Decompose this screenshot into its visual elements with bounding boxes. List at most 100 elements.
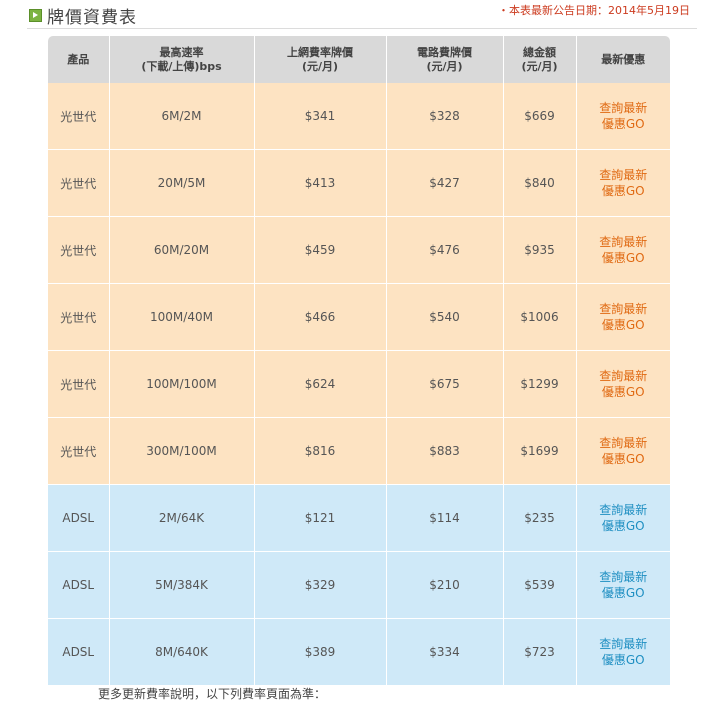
promo-line2[interactable]: 優惠GO bbox=[601, 184, 645, 198]
cell-promo: 查詢最新 優惠GO bbox=[576, 283, 670, 351]
cell-product: 光世代 bbox=[48, 83, 110, 150]
cell-total: $1299 bbox=[503, 350, 577, 418]
cell-total: $935 bbox=[503, 216, 577, 284]
promo-link[interactable]: 查詢最新 優惠GO bbox=[599, 167, 647, 199]
promo-line2[interactable]: 優惠GO bbox=[601, 385, 645, 399]
col-header-line1: 上網費率牌價 bbox=[287, 45, 353, 59]
cell-speed: 20M/5M bbox=[109, 149, 255, 217]
cell-speed: 60M/20M bbox=[109, 216, 255, 284]
cell-total: $669 bbox=[503, 83, 577, 150]
cell-total: $1699 bbox=[503, 417, 577, 485]
col-header-line1: 最新優惠 bbox=[601, 52, 646, 66]
table-row: ADSL 8M/640K $389 $334 $723 查詢最新 優惠GO bbox=[48, 618, 670, 686]
cell-promo: 查詢最新 優惠GO bbox=[576, 149, 670, 217]
col-header-line2: (元/月) bbox=[426, 59, 463, 73]
cell-speed: 300M/100M bbox=[109, 417, 255, 485]
col-header-circuit-price: 電路費牌價 (元/月) bbox=[386, 36, 504, 83]
table-row: 光世代 6M/2M $341 $328 $669 查詢最新 優惠GO bbox=[48, 83, 670, 150]
cell-speed: 6M/2M bbox=[109, 83, 255, 150]
col-header-line2: (元/月) bbox=[521, 59, 558, 73]
promo-link[interactable]: 查詢最新 優惠GO bbox=[599, 502, 647, 534]
title-divider bbox=[27, 28, 697, 29]
promo-link[interactable]: 查詢最新 優惠GO bbox=[599, 100, 647, 132]
section-title: 牌價資費表 bbox=[47, 7, 137, 28]
col-header-internet-price: 上網費率牌價 (元/月) bbox=[254, 36, 387, 83]
table-row: 光世代 20M/5M $413 $427 $840 查詢最新 優惠GO bbox=[48, 149, 670, 217]
col-header-line1: 總金額 bbox=[523, 45, 556, 59]
promo-link[interactable]: 查詢最新 優惠GO bbox=[599, 234, 647, 266]
promo-link[interactable]: 查詢最新 優惠GO bbox=[599, 636, 647, 668]
cell-internet-price: $329 bbox=[254, 551, 387, 619]
cell-internet-price: $341 bbox=[254, 83, 387, 150]
cell-total: $539 bbox=[503, 551, 577, 619]
section-header: 牌價資費表 bbox=[29, 3, 137, 28]
cell-internet-price: $389 bbox=[254, 618, 387, 686]
col-header-line1: 產品 bbox=[67, 52, 90, 66]
cell-total: $723 bbox=[503, 618, 577, 686]
cell-internet-price: $459 bbox=[254, 216, 387, 284]
promo-line1[interactable]: 查詢最新 bbox=[599, 302, 648, 316]
promo-link[interactable]: 查詢最新 優惠GO bbox=[599, 569, 647, 601]
cell-internet-price: $121 bbox=[254, 484, 387, 552]
promo-line2[interactable]: 優惠GO bbox=[601, 117, 645, 131]
promo-line1[interactable]: 查詢最新 bbox=[599, 436, 648, 450]
promo-line1[interactable]: 查詢最新 bbox=[599, 637, 648, 651]
footer-note: 更多更新費率說明，以下列費率頁面為準： bbox=[98, 687, 327, 701]
cell-internet-price: $466 bbox=[254, 283, 387, 351]
cell-total: $1006 bbox=[503, 283, 577, 351]
play-square-icon bbox=[29, 8, 42, 22]
cell-product: 光世代 bbox=[48, 149, 110, 217]
promo-line1[interactable]: 查詢最新 bbox=[599, 235, 648, 249]
cell-promo: 查詢最新 優惠GO bbox=[576, 551, 670, 619]
cell-circuit-price: $427 bbox=[386, 149, 504, 217]
price-table: 產品 最高速率 (下載/上傳)bps 上網費率牌價 (元/月) 電路費牌價 (元… bbox=[48, 36, 670, 686]
cell-speed: 5M/384K bbox=[109, 551, 255, 619]
table-row: 光世代 100M/40M $466 $540 $1006 查詢最新 優惠GO bbox=[48, 283, 670, 351]
table-row: 光世代 60M/20M $459 $476 $935 查詢最新 優惠GO bbox=[48, 216, 670, 284]
price-table-container: 產品 最高速率 (下載/上傳)bps 上網費率牌價 (元/月) 電路費牌價 (元… bbox=[48, 36, 670, 686]
promo-line2[interactable]: 優惠GO bbox=[601, 653, 645, 667]
cell-total: $235 bbox=[503, 484, 577, 552]
cell-total: $840 bbox=[503, 149, 577, 217]
cell-speed: 100M/40M bbox=[109, 283, 255, 351]
col-header-line2: (元/月) bbox=[301, 59, 339, 73]
promo-line2[interactable]: 優惠GO bbox=[601, 318, 645, 332]
cell-promo: 查詢最新 優惠GO bbox=[576, 618, 670, 686]
cell-product: 光世代 bbox=[48, 216, 110, 284]
cell-internet-price: $413 bbox=[254, 149, 387, 217]
cell-promo: 查詢最新 優惠GO bbox=[576, 216, 670, 284]
promo-line1[interactable]: 查詢最新 bbox=[599, 168, 648, 182]
promo-line2[interactable]: 優惠GO bbox=[601, 251, 645, 265]
promo-line1[interactable]: 查詢最新 bbox=[599, 503, 648, 517]
col-header-speed: 最高速率 (下載/上傳)bps bbox=[109, 36, 255, 83]
cell-circuit-price: $476 bbox=[386, 216, 504, 284]
cell-product: 光世代 bbox=[48, 283, 110, 351]
cell-speed: 8M/640K bbox=[109, 618, 255, 686]
cell-product: ADSL bbox=[48, 551, 110, 619]
cell-circuit-price: $540 bbox=[386, 283, 504, 351]
promo-line1[interactable]: 查詢最新 bbox=[599, 369, 648, 383]
table-row: ADSL 2M/64K $121 $114 $235 查詢最新 優惠GO bbox=[48, 484, 670, 552]
promo-line2[interactable]: 優惠GO bbox=[601, 452, 645, 466]
col-header-product: 產品 bbox=[48, 36, 110, 83]
promo-link[interactable]: 查詢最新 優惠GO bbox=[599, 301, 647, 333]
cell-speed: 2M/64K bbox=[109, 484, 255, 552]
cell-internet-price: $816 bbox=[254, 417, 387, 485]
promo-line1[interactable]: 查詢最新 bbox=[599, 570, 648, 584]
cell-circuit-price: $883 bbox=[386, 417, 504, 485]
announcement-date: ・本表最新公告日期：2014年5月19日 bbox=[498, 4, 690, 17]
table-row: 光世代 300M/100M $816 $883 $1699 查詢最新 優惠GO bbox=[48, 417, 670, 485]
table-row: ADSL 5M/384K $329 $210 $539 查詢最新 優惠GO bbox=[48, 551, 670, 619]
promo-link[interactable]: 查詢最新 優惠GO bbox=[599, 435, 647, 467]
promo-line2[interactable]: 優惠GO bbox=[601, 586, 645, 600]
col-header-promo: 最新優惠 bbox=[576, 36, 670, 83]
cell-circuit-price: $675 bbox=[386, 350, 504, 418]
cell-promo: 查詢最新 優惠GO bbox=[576, 484, 670, 552]
cell-promo: 查詢最新 優惠GO bbox=[576, 417, 670, 485]
promo-line2[interactable]: 優惠GO bbox=[601, 519, 645, 533]
cell-internet-price: $624 bbox=[254, 350, 387, 418]
promo-line1[interactable]: 查詢最新 bbox=[599, 101, 648, 115]
table-header-row: 產品 最高速率 (下載/上傳)bps 上網費率牌價 (元/月) 電路費牌價 (元… bbox=[48, 36, 670, 83]
promo-link[interactable]: 查詢最新 優惠GO bbox=[599, 368, 647, 400]
cell-product: 光世代 bbox=[48, 350, 110, 418]
